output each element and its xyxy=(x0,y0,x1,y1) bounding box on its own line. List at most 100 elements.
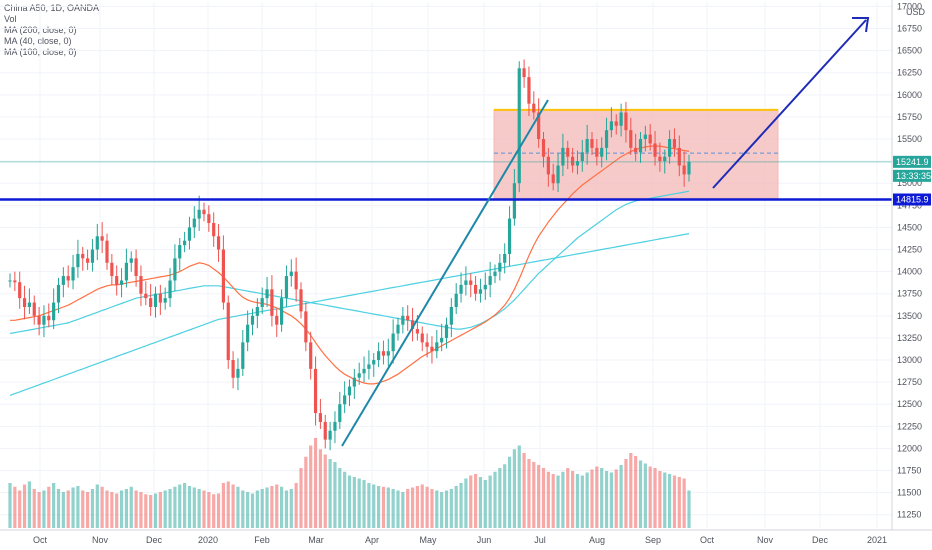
time-tick-label: Dec xyxy=(812,535,829,545)
volume-bar xyxy=(377,486,381,528)
price-tick-label: 11250 xyxy=(897,510,921,520)
candle-body xyxy=(22,298,27,307)
candle-body xyxy=(435,342,439,352)
candle-body xyxy=(90,249,95,263)
candle-body xyxy=(624,112,628,131)
level-price-tag-bg xyxy=(893,193,931,206)
candle-body xyxy=(144,293,148,299)
candle-body xyxy=(241,342,245,369)
volume-bar xyxy=(8,483,12,528)
candle-body xyxy=(604,130,609,148)
candle-body xyxy=(507,218,512,254)
volume-bar xyxy=(216,493,221,528)
candle-body xyxy=(149,298,153,307)
volume-bar xyxy=(566,468,570,528)
volume-bar xyxy=(634,456,638,528)
candle-body xyxy=(289,271,293,277)
candle-body xyxy=(648,134,652,144)
volume-bar xyxy=(537,465,541,528)
candle-body xyxy=(323,421,327,440)
volume-bar xyxy=(556,475,560,528)
candle-body xyxy=(629,130,633,148)
volume-bars xyxy=(8,438,691,528)
volume-bar xyxy=(391,489,395,528)
volume-bar xyxy=(474,474,478,528)
candle-body xyxy=(527,77,531,104)
time-tick-label: Nov xyxy=(92,535,109,545)
candle-body xyxy=(585,139,589,153)
candle-body xyxy=(115,276,119,285)
candle-body xyxy=(56,284,61,303)
volume-bar xyxy=(90,489,95,528)
volume-bar xyxy=(440,492,444,528)
last-price-tag: 15241.9 xyxy=(896,157,929,167)
price-tick-label: 11750 xyxy=(897,466,921,476)
volume-bar xyxy=(124,489,128,528)
candle-body xyxy=(246,324,250,343)
candle-body xyxy=(18,282,22,299)
volume-bar xyxy=(202,490,206,528)
legend-symbol[interactable]: China A50, 1D, OANDA xyxy=(4,3,100,13)
volume-bar xyxy=(270,486,274,528)
candle-body xyxy=(677,147,681,166)
volume-bar xyxy=(532,462,536,528)
candle-body xyxy=(275,315,279,325)
price-axis[interactable]: 1700016750165001625016000157501550015250… xyxy=(891,0,932,550)
ma100-line xyxy=(9,190,690,335)
volume-bar xyxy=(158,492,162,528)
candle-body xyxy=(37,315,41,325)
volume-bar xyxy=(207,492,211,528)
candle-body xyxy=(163,298,167,303)
time-tick-label: Mar xyxy=(308,535,324,545)
volume-bar xyxy=(22,484,27,528)
volume-bar xyxy=(275,484,279,528)
projection-arrow-line xyxy=(712,19,867,189)
candle-body xyxy=(377,351,381,361)
volume-bar xyxy=(139,492,143,528)
volume-bar xyxy=(187,486,192,528)
volume-bar xyxy=(614,469,618,528)
volume-bar xyxy=(129,486,133,528)
volume-bar xyxy=(47,486,51,528)
candle-body xyxy=(27,302,31,307)
volume-bar xyxy=(309,445,313,528)
volume-bar xyxy=(318,449,322,528)
candle-body xyxy=(410,320,415,330)
candle-body xyxy=(682,165,686,175)
legend-ma40[interactable]: MA (40, close, 0) xyxy=(4,36,72,46)
volume-bar xyxy=(250,493,255,528)
volume-bar xyxy=(464,478,468,528)
volume-bar xyxy=(37,492,41,528)
volume-bar xyxy=(81,490,85,528)
candle-body xyxy=(444,324,449,338)
volume-bar xyxy=(469,475,473,528)
volume-bar xyxy=(435,490,439,528)
time-tick-label: Nov xyxy=(757,535,774,545)
candle-body xyxy=(8,280,12,282)
candle-body xyxy=(197,209,201,219)
volume-bar xyxy=(459,483,463,528)
volume-bar xyxy=(638,460,643,528)
price-tick-label: 15750 xyxy=(897,112,922,122)
volume-bar xyxy=(546,471,550,528)
legend-volume[interactable]: Vol xyxy=(4,14,17,24)
candle-body xyxy=(517,68,521,184)
candle-body xyxy=(566,147,570,157)
volume-bar xyxy=(498,468,502,528)
candle-body xyxy=(42,315,46,325)
candle-body xyxy=(449,306,453,325)
volume-bar xyxy=(483,480,487,528)
volume-bar xyxy=(571,471,575,528)
volume-bar xyxy=(507,456,512,528)
candle-body xyxy=(236,368,240,378)
time-axis[interactable]: Oct Nov Dec 2020 Feb Mar Apr May Jun Jul Aug Sep Oct… xyxy=(0,529,932,550)
candle-body xyxy=(512,183,516,219)
candle-body xyxy=(207,214,211,224)
volume-bar xyxy=(381,486,386,528)
price-tick-label: 15000 xyxy=(897,178,922,188)
drawings[interactable] xyxy=(0,17,892,447)
candle-body xyxy=(619,112,623,126)
volume-bar xyxy=(338,468,342,528)
candle-body xyxy=(493,271,497,277)
